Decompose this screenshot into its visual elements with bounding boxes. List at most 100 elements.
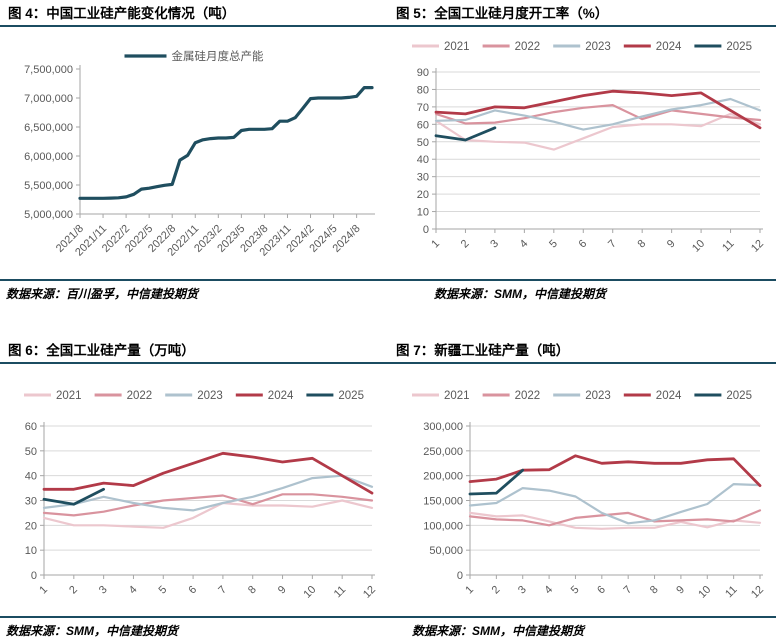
svg-text:10: 10 (417, 207, 429, 219)
svg-text:7: 7 (216, 584, 229, 597)
svg-text:5,500,000: 5,500,000 (24, 180, 73, 192)
fig7-source: 数据来源：SMM，中信建投期货 (412, 624, 584, 638)
svg-text:5: 5 (157, 584, 170, 597)
svg-text:60: 60 (25, 421, 37, 433)
capacity-line-chart: 5,000,000 5,500,000 6,000,000 6,500,000 7,00… (24, 49, 375, 259)
svg-text:250,000: 250,000 (423, 446, 463, 458)
fig4-source: 数据来源：百川盈孚，中信建投期货 (6, 287, 199, 301)
svg-text:100,000: 100,000 (423, 520, 463, 532)
svg-text:200,000: 200,000 (423, 471, 463, 483)
svg-text:40: 40 (417, 154, 429, 166)
svg-text:2023: 2023 (197, 390, 223, 402)
svg-text:40: 40 (25, 471, 37, 483)
svg-text:0: 0 (31, 570, 37, 582)
svg-text:9: 9 (665, 238, 678, 251)
svg-text:30: 30 (417, 172, 429, 184)
svg-text:2025: 2025 (726, 390, 752, 402)
svg-text:6: 6 (577, 238, 590, 251)
svg-text:5: 5 (569, 584, 582, 597)
svg-text:8: 8 (635, 238, 648, 251)
svg-text:50: 50 (25, 446, 37, 458)
svg-text:3: 3 (97, 584, 110, 597)
svg-text:2: 2 (490, 584, 503, 597)
svg-text:150,000: 150,000 (423, 496, 463, 508)
svg-text:10: 10 (696, 584, 713, 601)
svg-text:11: 11 (720, 238, 737, 255)
svg-text:8: 8 (648, 584, 661, 597)
svg-text:20: 20 (25, 520, 37, 532)
bottom-source-rule (0, 616, 776, 618)
xinjiang-output-line-chart: 0 50,000 100,000 150,000 200,000 250,000 300,0… (412, 390, 766, 601)
svg-text:10: 10 (25, 545, 37, 557)
svg-text:6,000,000: 6,000,000 (24, 151, 73, 163)
row-gap (0, 311, 776, 337)
svg-text:2021: 2021 (444, 390, 470, 402)
svg-text:3: 3 (488, 238, 501, 251)
svg-text:10: 10 (690, 238, 707, 255)
svg-text:2023: 2023 (585, 41, 611, 53)
top-title-rule (0, 25, 776, 27)
svg-text:2021: 2021 (56, 390, 82, 402)
bottom-charts-row: 0 10 20 30 40 50 60 1 2 3 4 5 6 7 8 9 10 11 12 2021 2022 2023… (0, 364, 776, 616)
svg-text:9: 9 (276, 584, 289, 597)
svg-text:7,000,000: 7,000,000 (24, 93, 73, 105)
svg-text:2024: 2024 (268, 390, 294, 402)
svg-text:6,500,000: 6,500,000 (24, 122, 73, 134)
svg-text:6: 6 (186, 584, 199, 597)
svg-text:金属硅月度总产能: 金属硅月度总产能 (172, 49, 264, 63)
svg-text:7,500,000: 7,500,000 (24, 64, 73, 76)
svg-text:90: 90 (417, 67, 429, 79)
svg-text:2: 2 (67, 584, 80, 597)
svg-text:1: 1 (429, 238, 442, 251)
svg-text:2023: 2023 (585, 390, 611, 402)
fig5-title: 图 5：全国工业硅月度开工率（%） (396, 6, 609, 21)
svg-text:4: 4 (518, 238, 531, 251)
svg-text:4: 4 (127, 584, 140, 597)
svg-text:3: 3 (516, 584, 529, 597)
svg-text:1: 1 (37, 584, 50, 597)
svg-text:12: 12 (749, 238, 766, 255)
fig6-title: 图 6：全国工业硅产量（万吨） (8, 343, 195, 358)
fig5-source: 数据来源：SMM，中信建投期货 (434, 287, 606, 301)
svg-text:2022: 2022 (515, 41, 541, 53)
svg-text:11: 11 (723, 584, 740, 601)
fig4-title: 图 4：中国工业硅产能变化情况（吨） (8, 6, 236, 21)
svg-text:10: 10 (301, 584, 318, 601)
svg-text:6: 6 (595, 584, 608, 597)
svg-text:2024: 2024 (656, 41, 682, 53)
svg-text:8: 8 (246, 584, 259, 597)
top-charts-row: 5,000,000 5,500,000 6,000,000 6,500,000 7,00… (0, 27, 776, 279)
svg-text:9: 9 (674, 584, 687, 597)
svg-text:0: 0 (423, 224, 429, 236)
svg-text:12: 12 (361, 584, 378, 601)
svg-text:30: 30 (25, 496, 37, 508)
svg-text:50,000: 50,000 (429, 545, 463, 557)
svg-text:60: 60 (417, 119, 429, 131)
svg-text:4: 4 (542, 584, 555, 597)
svg-text:2025: 2025 (338, 390, 364, 402)
svg-text:2025: 2025 (726, 41, 752, 53)
fig6-source: 数据来源：SMM，中信建投期货 (6, 624, 178, 638)
bottom-sources-row: 数据来源：SMM，中信建投期货 数据来源：SMM，中信建投期货 (0, 618, 776, 641)
svg-text:5,000,000: 5,000,000 (24, 209, 73, 221)
svg-text:7: 7 (621, 584, 634, 597)
svg-text:2022: 2022 (515, 390, 541, 402)
fig7-title: 图 7：新疆工业硅产量（吨） (396, 343, 570, 358)
svg-text:50: 50 (417, 137, 429, 149)
svg-text:12: 12 (749, 584, 766, 601)
top-source-rule (0, 279, 776, 281)
svg-text:2: 2 (459, 238, 472, 251)
bottom-title-rule (0, 362, 776, 364)
bottom-titles-row: 图 6：全国工业硅产量（万吨） 图 7：新疆工业硅产量（吨） (0, 337, 776, 362)
svg-text:70: 70 (417, 102, 429, 114)
svg-text:2022: 2022 (127, 390, 153, 402)
svg-text:2021: 2021 (444, 41, 470, 53)
top-sources-row: 数据来源：百川盈孚，中信建投期货 数据来源：SMM，中信建投期货 (0, 281, 776, 311)
svg-text:20: 20 (417, 189, 429, 201)
svg-text:80: 80 (417, 84, 429, 96)
svg-text:0: 0 (457, 570, 463, 582)
top-titles-row: 图 4：中国工业硅产能变化情况（吨） 图 5：全国工业硅月度开工率（%） (0, 0, 776, 25)
